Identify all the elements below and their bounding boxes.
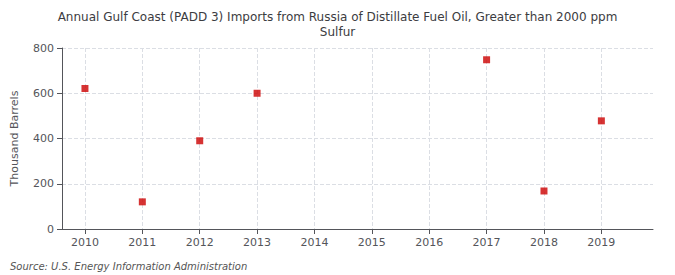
svg-text:Thousand Barrels: Thousand Barrels: [8, 90, 21, 187]
svg-text:Annual Gulf Coast (PADD 3) Imp: Annual Gulf Coast (PADD 3) Imports from …: [58, 10, 618, 24]
svg-text:600: 600: [33, 87, 54, 100]
svg-text:2017: 2017: [473, 236, 501, 249]
svg-text:2013: 2013: [243, 236, 271, 249]
svg-text:0: 0: [47, 223, 54, 236]
svg-text:800: 800: [33, 42, 54, 55]
svg-text:2016: 2016: [415, 236, 443, 249]
svg-text:400: 400: [33, 132, 54, 145]
svg-text:2019: 2019: [587, 236, 615, 249]
svg-text:Sulfur: Sulfur: [320, 25, 355, 39]
svg-text:2012: 2012: [186, 236, 214, 249]
svg-text:200: 200: [33, 177, 54, 190]
svg-text:2011: 2011: [128, 236, 156, 249]
svg-text:2014: 2014: [300, 236, 328, 249]
svg-text:2015: 2015: [358, 236, 386, 249]
svg-text:2010: 2010: [71, 236, 99, 249]
svg-text:2018: 2018: [530, 236, 558, 249]
svg-text:Source: U.S. Energy Informatio: Source: U.S. Energy Information Administ…: [10, 261, 247, 272]
